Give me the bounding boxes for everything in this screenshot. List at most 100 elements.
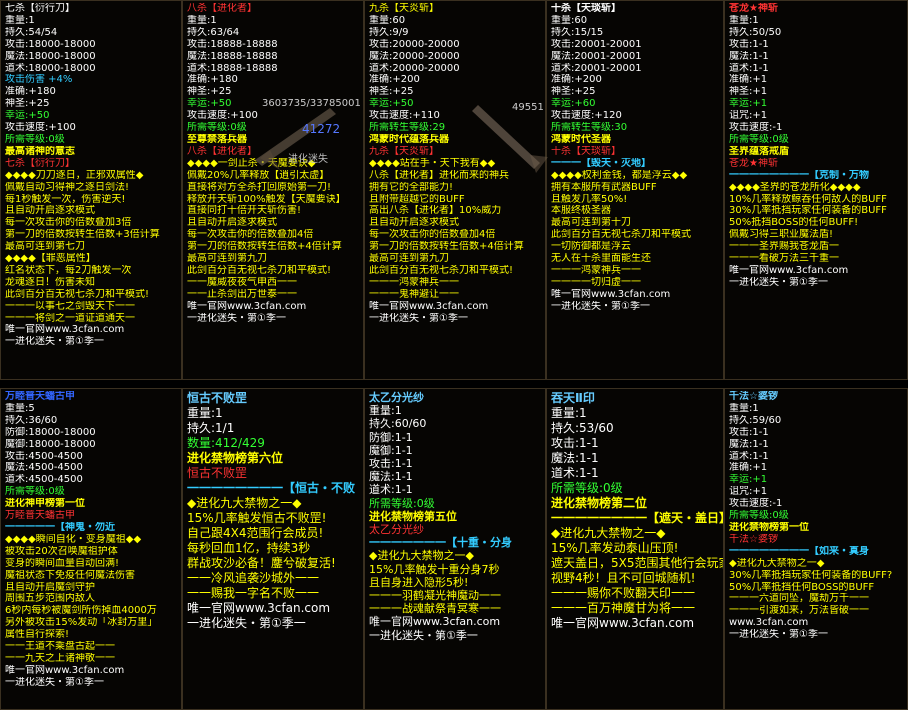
tooltip-line: 唯一官网www.3cfan.com xyxy=(5,664,125,676)
tooltip-line: 所需等级:0级 xyxy=(369,496,435,510)
tooltip-line: 神圣:+1 xyxy=(729,86,768,98)
tooltip-line: 魔祖状态下免疫任何魔法伤害 xyxy=(5,569,135,581)
tooltip-line: 准确:+1 xyxy=(729,74,768,86)
tooltip-line: 神圣:+25 xyxy=(187,86,232,98)
tooltip-line: 一进化迷失・第①季一 xyxy=(369,628,478,642)
tooltip-line: 50%几率抵挡任何BOSS的BUFF xyxy=(729,581,875,593)
tooltip-line: 一一一一一一一一【克制・万物 xyxy=(729,169,869,181)
tooltip-line: 进化神甲榜第一位 xyxy=(5,498,85,510)
tooltip-line: 八杀【进化者】 xyxy=(187,145,257,157)
tooltip-line: 持久:59/60 xyxy=(729,414,782,426)
tooltip-line: 幸运:+1 xyxy=(729,474,768,486)
tooltip-line: 魔御:1-1 xyxy=(369,443,413,457)
tooltip-line: 6秒内每秒被魔剑所伤掉血4000万 xyxy=(5,605,157,617)
tooltip-line: 攻击:18888-18888 xyxy=(187,38,278,50)
tooltip-line: 所需等级:0级 xyxy=(551,481,623,495)
item-tooltip-p4: 十杀【天琰斩】 重量:60 持久:15/15 攻击:20001-20001 魔法:200… xyxy=(546,0,724,380)
tooltip-line: 一一一一一【神鬼・勿近 xyxy=(5,521,115,533)
tooltip-line: 一进化迷失・第①季一 xyxy=(729,276,828,288)
tooltip-line: 持久:60/60 xyxy=(369,417,427,431)
item-tooltip-p7: 恒古不败罡 重量:1 持久:1/1 数量:412/429 进化禁物榜第六位 恒古不败罡 一一… xyxy=(182,388,364,710)
tooltip-line: 视野4秒！且不可回城随机! xyxy=(551,571,696,585)
tooltip-line: 一切防御都是浮云 xyxy=(551,241,631,253)
tooltip-line: 高出八杀【进化者】10%威力 xyxy=(369,205,502,217)
tooltip-line: 所需转生等级:29 xyxy=(369,122,446,134)
tooltip-line: 另外被攻击15%发动「冰封万里」 xyxy=(5,617,158,629)
tooltip-line: 一一一六道同坠，魔劫万千一一 xyxy=(729,593,869,605)
tooltip-line: 神圣:+25 xyxy=(369,86,414,98)
tooltip-line: 重量:1 xyxy=(5,14,35,26)
tooltip-line: 幸运:+50 xyxy=(369,98,414,110)
tooltip-line: 此剑百分百无视七杀刀和平模式 xyxy=(551,229,691,241)
tooltip-line: 所需等级:0级 xyxy=(187,122,247,134)
tooltip-line: 攻击速度:+110 xyxy=(369,110,440,122)
tooltip-line: 30%几率抵挡玩家任何装备的BUFF? xyxy=(729,569,893,581)
tooltip-line: 最高可连到第九刀 xyxy=(187,253,267,265)
tooltip-line: 防御:1-1 xyxy=(369,430,413,444)
tooltip-line: 攻击:1-1 xyxy=(551,436,599,450)
tooltip-line: 攻击:18000-18000 xyxy=(5,38,96,50)
tooltip-line: 每秒回血1亿，持续3秒 xyxy=(187,541,311,555)
tooltip-line: 幸运:+50 xyxy=(187,98,232,110)
tooltip-line: 一一一一一一一一【恒古・不败 xyxy=(187,481,356,495)
tooltip-line: 幸运:+60 xyxy=(551,98,596,110)
tooltip-line: 魔法:1-1 xyxy=(551,451,599,465)
tooltip-line: 唯一官网www.3cfan.com xyxy=(187,601,331,615)
tooltip-line: 释放开天斩100%触发【天魔要诀】 xyxy=(187,193,346,205)
tooltip-line: 唯一官网www.3cfan.com xyxy=(551,616,695,630)
tooltip-line: 且自动开启逐求模式 xyxy=(187,217,277,229)
watermark-number-1: 41272 xyxy=(302,122,341,136)
tooltip-line: 千法☆婆锣 xyxy=(729,533,778,545)
tooltip-line: 持久:9/9 xyxy=(369,26,409,38)
tooltip-line: 八杀【进化者】进化而来的神兵 xyxy=(369,169,509,181)
tooltip-line: 准确:+180 xyxy=(5,86,56,98)
tooltip-line: 一一一羽鹤凝光神魔动一一 xyxy=(369,589,501,603)
tooltip-line: 攻击速度:+120 xyxy=(551,110,622,122)
tooltip-line: 道术:20000-20000 xyxy=(369,62,460,74)
tooltip-line: 一进化迷失・第①季一 xyxy=(5,676,104,688)
item-tooltip-p2: 八杀【进化者】 重量:1 持久:63/64 攻击:18888-18888 魔法:1888… xyxy=(182,0,364,380)
tooltip-line: 攻击伤害 +4% xyxy=(5,74,73,86)
tooltip-line: 重量:1 xyxy=(729,402,759,414)
tooltip-line: 15%几率发动泰山压顶! xyxy=(551,541,679,555)
tooltip-line: ◆进化九大禁物之一◆ xyxy=(369,549,474,563)
tooltip-line: 魔法:1-1 xyxy=(729,438,769,450)
tooltip-line: 周围五步范围内敌人 xyxy=(5,593,95,605)
tooltip-line: 进化禁物榜第二位 xyxy=(551,496,648,510)
tooltip-line: 恒古不败罡 xyxy=(187,391,248,405)
tooltip-line: 数量:412/429 xyxy=(187,436,265,450)
tooltip-line: 一一一鸿蒙神兵一一 xyxy=(551,264,641,276)
tooltip-line: 本服终极圣器 xyxy=(551,205,611,217)
tooltip-line: 一一一鸿蒙神兵一一 xyxy=(369,276,459,288)
tooltip-line: ◆◆◆◆【罪恶属性】 xyxy=(5,253,96,265)
tooltip-line: 准确:+180 xyxy=(187,74,238,86)
item-tooltip-p9: 吞天Ⅱ印 重量:1 持久:53/60 攻击:1-1 魔法:1-1 道术:1-1 所需等级:0… xyxy=(546,388,724,710)
tooltip-line: 一一止杀剑出万世泰一一 xyxy=(187,288,297,300)
item-tooltip-p8: 太乙分光纱 重量:1 持久:60/60 防御:1-1 魔御:1-1 攻击:1-1 魔法:1-… xyxy=(364,388,546,710)
tooltip-line: 第一刀的倍数按转生倍数+4倍计算 xyxy=(369,241,524,253)
item-tooltip-p3: 九杀【天炎斩】 重量:60 持久:9/9 攻击:20000-20000 魔法:20000… xyxy=(364,0,546,380)
tooltip-line: 道术:4500-4500 xyxy=(5,474,83,486)
tooltip-line: 道术:20001-20001 xyxy=(551,62,642,74)
tooltip-line: 佩戴习得三职业魔法盾! xyxy=(729,229,834,241)
tooltip-line: 一进化迷失・第①季一 xyxy=(369,312,468,324)
tooltip-line: 一一一一一一一一【遮天・盖日】 xyxy=(551,511,723,525)
tooltip-line: 第一刀的倍数按转生倍数+3倍计算 xyxy=(5,229,160,241)
tooltip-line: 攻击:1-1 xyxy=(729,38,769,50)
tooltip-line: 攻击速度:-1 xyxy=(729,122,783,134)
tooltip-line: 攻击速度:-1 xyxy=(729,498,783,510)
tooltip-line: 持久:15/15 xyxy=(551,26,604,38)
watermark-number-2: 49551 xyxy=(512,102,544,113)
tooltip-line: 一一一一切归虚一一 xyxy=(551,276,641,288)
tooltip-line: 苍龙★神斩 xyxy=(729,3,778,14)
tooltip-line: ◆进化九大禁物之一◆ xyxy=(551,526,666,540)
tooltip-line: 每1秒触发一次，伤害逆天! xyxy=(5,193,126,205)
tooltip-line: 十杀【天琰斩】 xyxy=(551,3,621,14)
tooltip-line: 魔法:20001-20001 xyxy=(551,50,642,62)
tooltip-line: 直接将对方全杀打回原始第一刀! xyxy=(187,181,332,193)
sword-artwork-2 xyxy=(472,105,548,173)
tooltip-line: www.3cfan.com xyxy=(729,617,809,629)
tooltip-line: 且自动开启魔剑守护 xyxy=(5,581,95,593)
tooltip-line: 15%几率触发恒古不败罡! xyxy=(187,511,327,525)
tooltip-line: 道术:1-1 xyxy=(369,483,413,497)
